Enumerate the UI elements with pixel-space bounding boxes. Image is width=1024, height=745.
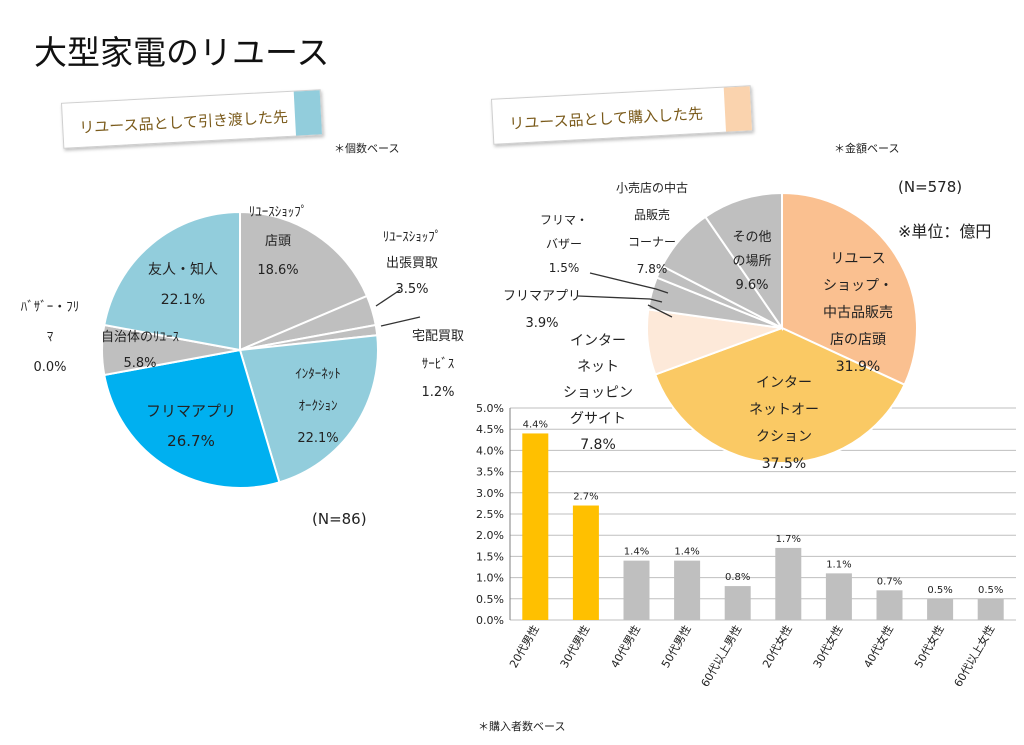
bar-data-label-4: 0.8% <box>725 572 750 583</box>
bar-data-label-9: 0.5% <box>978 585 1003 596</box>
right-pie-label-6: その他の場所 9.6% <box>732 230 771 293</box>
bar-ytick-5: 2.5% <box>476 508 504 521</box>
bar-data-label-2: 1.4% <box>624 547 649 558</box>
right-pie-label-5: 小売店の中古品販売コーナー 7.8% <box>616 180 688 276</box>
left-pie-label-0: ﾘﾕｰｽｼｮｯﾌﾟ店頭 18.6% <box>249 205 308 278</box>
right-pie-label-2: インターネットショッピングサイト 7.8% <box>563 333 633 453</box>
right-pie-slice-6 <box>704 191 783 332</box>
right-n-label: (N=578) <box>898 178 963 196</box>
right-pie-label-0: リユースショップ・中古品販売店の店頭 31.9% <box>823 251 893 375</box>
bar-category-label-3: 50代男性 <box>658 623 694 671</box>
bar-ytick-2: 1.0% <box>476 572 504 585</box>
bar-category-label-7: 40代女性 <box>860 623 896 671</box>
right-pie-chart: リユースショップ・中古品販売店の店頭 31.9%インターネットオークション 37.5… <box>503 180 918 472</box>
left-n-label: (N=86) <box>312 510 367 528</box>
bar-data-label-5: 1.7% <box>776 534 801 545</box>
bar-data-label-6: 1.1% <box>826 559 851 570</box>
right-basis-note: ＊金額ベース <box>834 142 900 155</box>
left-pie-label-5: 自治体のﾘﾕｰｽ 5.8% <box>101 330 180 371</box>
left-section-tag: リユース品として引き渡した先 <box>60 89 324 149</box>
bar-chart: 0.0% 0.5% 1.0% 1.5% 2.0% 2.5% 3.0% 3.5% 4.0% 4.5%… <box>476 402 1016 690</box>
bar-2 <box>623 560 650 620</box>
left-pie-label-1: ﾘﾕｰｽｼｮｯﾌﾟ出張買取 3.5% <box>383 230 442 297</box>
bar-data-label-3: 1.4% <box>674 547 699 558</box>
left-pie-chart: ﾘﾕｰｽｼｮｯﾌﾟ店頭 18.6% ﾘﾕｰｽｼｮｯﾌﾟ出張買取 3.5% 宅配買取ｻｰﾋ… <box>21 205 464 489</box>
right-unit-label: ※単位：億円 <box>898 222 992 241</box>
bar-category-label-0: 20代男性 <box>506 623 542 671</box>
right-pie-label-3: フリマアプリ 3.9% <box>503 289 581 331</box>
bar-4 <box>724 586 751 620</box>
bar-category-label-5: 20代女性 <box>759 623 795 671</box>
right-pie-label-4: フリマ・バザー 1.5% <box>540 213 588 275</box>
bar-ytick-4: 2.0% <box>476 529 504 542</box>
bar-ytick-6: 3.0% <box>476 487 504 500</box>
right-pie-label-1: インターネットオークション 37.5% <box>749 375 819 472</box>
left-tag-label: リユース品として引き渡した先 <box>78 107 289 137</box>
bar-ytick-3: 1.5% <box>476 550 504 563</box>
left-pie-label-3: ｲﾝﾀｰﾈｯﾄｵｰｸｼｮﾝ 22.1% <box>295 367 341 446</box>
left-pie-leader-line-0 <box>375 289 401 307</box>
bar-6 <box>825 573 852 620</box>
bar-ytick-7: 3.5% <box>476 466 504 479</box>
bar-category-label-6: 30代女性 <box>810 623 846 671</box>
page-title: 大型家電のリユース <box>34 33 330 72</box>
bar-7 <box>876 590 903 620</box>
bar-data-label-7: 0.7% <box>877 576 902 587</box>
bar-data-label-1: 2.7% <box>573 492 598 503</box>
bar-basis-note: ＊購入者数ベース <box>478 720 566 733</box>
left-basis-note: ＊個数ベース <box>334 142 400 155</box>
left-pie-label-6: ﾊﾞｻﾞｰ・ﾌﾘﾏ 0.0% <box>21 300 80 375</box>
right-section-tag: リユース品として購入した先 <box>490 85 754 145</box>
left-pie-label-7: 友人・知人 22.1% <box>148 261 218 308</box>
bar-3 <box>674 560 701 620</box>
right-tag-label: リユース品として購入した先 <box>508 104 704 133</box>
right-tag-color-bar <box>723 86 752 132</box>
bar-ytick-1: 0.5% <box>476 593 504 606</box>
bar-category-label-1: 30代男性 <box>557 623 593 671</box>
left-pie-label-2: 宅配買取ｻｰﾋﾞｽ 1.2% <box>412 329 464 400</box>
bar-ytick-0: 0.0% <box>476 614 504 627</box>
bar-category-label-2: 40代男性 <box>607 623 643 671</box>
bar-category-label-8: 50代女性 <box>911 623 947 671</box>
bar-ytick-8: 4.0% <box>476 444 504 457</box>
bar-8 <box>927 598 954 620</box>
left-pie-slice-4 <box>103 348 281 489</box>
bar-ytick-10: 5.0% <box>476 402 504 415</box>
bar-data-label-8: 0.5% <box>927 585 952 596</box>
left-tag-color-bar <box>293 90 322 136</box>
bar-0 <box>522 433 549 620</box>
right-pie-leader-line-2 <box>589 272 669 294</box>
bar-ytick-9: 4.5% <box>476 423 504 436</box>
left-pie-slice-3 <box>238 334 379 484</box>
left-pie-leader-line-1 <box>380 316 421 327</box>
right-pie-slice-1 <box>653 326 906 464</box>
bar-9 <box>977 598 1004 620</box>
left-pie-slice-7 <box>103 210 241 352</box>
right-pie-leader-line-1 <box>577 295 663 303</box>
bar-category-label-9: 60代以上女性 <box>951 623 998 690</box>
bar-category-label-4: 60代以上男性 <box>698 623 745 690</box>
right-pie-leader-line-0 <box>647 304 673 318</box>
bar-5 <box>775 547 802 620</box>
right-pie-slice-0 <box>781 191 918 387</box>
bar-1 <box>572 505 599 620</box>
left-pie-label-4: フリマアプリ 26.7% <box>146 402 236 450</box>
bar-data-label-0: 4.4% <box>523 419 548 430</box>
left-pie-slice-0 <box>239 210 369 352</box>
